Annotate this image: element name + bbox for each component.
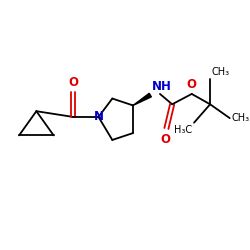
Text: CH₃: CH₃ bbox=[212, 67, 230, 77]
Polygon shape bbox=[133, 93, 151, 106]
Text: O: O bbox=[68, 76, 78, 89]
Text: CH₃: CH₃ bbox=[232, 113, 250, 123]
Text: NH: NH bbox=[152, 80, 171, 93]
Text: N: N bbox=[94, 110, 104, 124]
Text: H₃C: H₃C bbox=[174, 124, 192, 134]
Text: O: O bbox=[160, 132, 170, 145]
Text: O: O bbox=[187, 78, 197, 91]
